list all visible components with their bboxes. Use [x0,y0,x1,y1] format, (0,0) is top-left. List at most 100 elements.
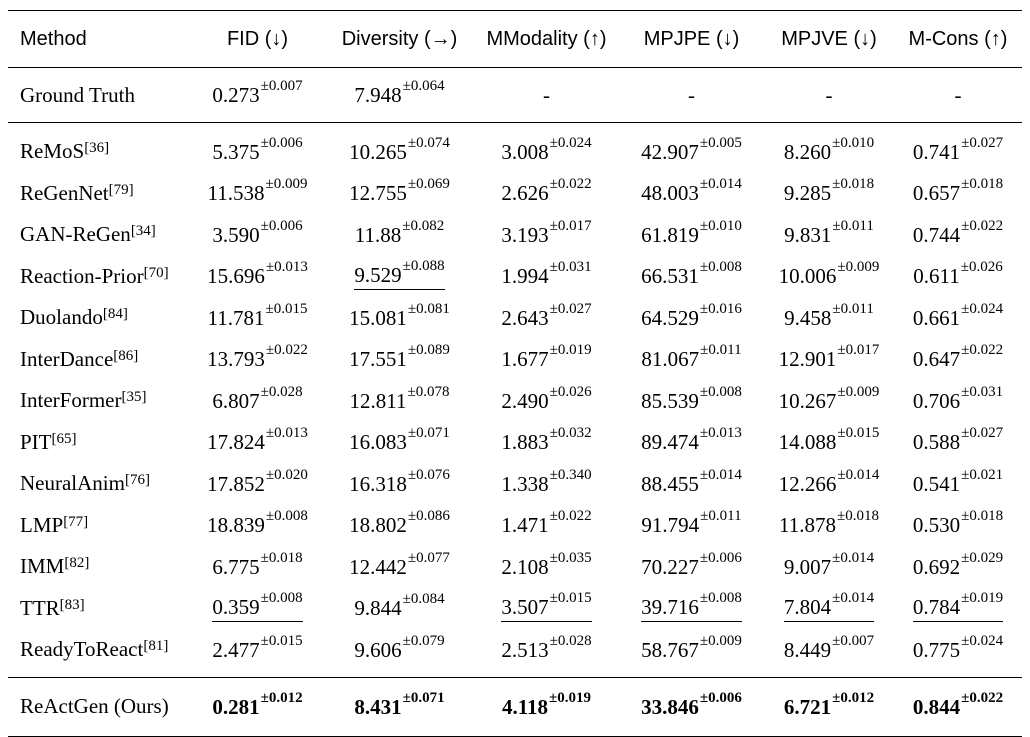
cell-m-cons: 0.588±0.027 [894,422,1022,464]
std-value: ±0.013 [265,425,308,442]
mean-value: 0.741 [912,139,961,164]
value: 14.088±0.015 [779,425,880,455]
mean-value: 0.844 [912,694,961,719]
value: 0.741±0.027 [912,135,1003,165]
cell-fid: 17.852±0.020 [190,463,325,505]
std-value: ±0.027 [961,425,1004,442]
std-value: ±0.024 [961,632,1004,649]
mean-value: 9.529 [354,263,402,288]
value: 1.994±0.031 [501,259,591,289]
cell-fid: 0.359±0.008 [190,588,325,630]
mean-value: 7.804 [783,595,832,620]
cell-mpjve: - [764,68,894,123]
method-label: IMM [20,554,65,579]
cell-mpjve: 6.721±0.012 [764,677,894,736]
cell-mmodality: 2.108±0.035 [474,546,619,588]
cell-mpjve: 14.088±0.015 [764,422,894,464]
std-value: ±0.017 [837,342,880,359]
method-label: PIT [20,429,52,454]
value: 91.794±0.011 [641,508,741,538]
mean-value: 2.643 [501,305,549,330]
mean-value: 0.775 [912,637,961,662]
value: 1.471±0.022 [501,508,591,538]
mean-value: 66.531 [641,264,699,289]
std-value: ±0.014 [832,590,875,607]
method-name: Ground Truth [8,68,190,123]
std-value: ±0.021 [961,466,1004,483]
cell-mmodality: 3.008±0.024 [474,123,619,173]
std-value: ±0.078 [407,383,450,400]
cell-mmodality: 2.626±0.022 [474,173,619,215]
std-value: ±0.011 [832,300,874,317]
cell-diversity: 9.606±0.079 [325,629,474,677]
std-value: ±0.018 [961,508,1004,525]
cell-m-cons: 0.706±0.031 [894,380,1022,422]
header-mmodality: MModality (↑) [486,27,607,50]
underlined-value: 39.716±0.008 [641,590,742,623]
citation-ref: [81] [143,638,169,655]
cell-mpjpe: 91.794±0.011 [619,505,764,547]
std-value: ±0.022 [961,217,1004,234]
mean-value: 0.784 [912,595,961,620]
value: 12.901±0.017 [779,342,880,372]
mean-value: 13.793 [207,347,265,372]
mean-value: 42.907 [641,139,699,164]
method-name: ReGenNet[79] [8,173,190,215]
cell-mpjpe: - [619,68,764,123]
mean-value: 10.267 [778,388,837,413]
mean-value: - [688,82,695,107]
underlined-value: 0.784±0.019 [912,590,1004,623]
std-value: ±0.011 [832,217,874,234]
std-value: ±0.084 [402,591,445,608]
value: 0.844±0.022 [912,690,1003,720]
cell-fid: 6.775±0.018 [190,546,325,588]
mean-value: 11.878 [779,513,836,538]
citation-ref: [86] [113,347,139,364]
cell-diversity: 17.551±0.089 [325,339,474,381]
value: 0.706±0.031 [913,384,1003,414]
citation-ref: [76] [124,472,150,489]
std-value: ±0.009 [837,259,880,276]
citation-ref: [84] [102,306,128,323]
method-name: TTR[83] [8,588,190,630]
mean-value: 11.88 [354,222,402,247]
std-value: ±0.032 [549,425,592,442]
cell-diversity: 7.948±0.064 [325,68,474,123]
mean-value: 9.844 [354,596,402,621]
mean-value: 58.767 [641,637,699,662]
value: 0.657±0.018 [913,176,1003,206]
std-value: ±0.031 [961,383,1004,400]
value: 6.807±0.028 [212,384,302,414]
value: 88.455±0.014 [641,467,742,497]
header-fid: FID (↓) [226,27,289,50]
value: - [688,83,695,108]
citation-ref: [35] [121,389,147,406]
method-name: IMM[82] [8,546,190,588]
mean-value: 64.529 [641,305,699,330]
std-value: ±0.009 [699,632,742,649]
value: 10.006±0.009 [778,259,880,289]
std-value: ±0.007 [260,78,303,94]
cell-mpjpe: 70.227±0.006 [619,546,764,588]
std-value: ±0.077 [407,549,450,566]
cell-diversity: 15.081±0.081 [325,297,474,339]
value: 1.883±0.032 [501,425,591,455]
value: 2.513±0.028 [501,633,591,663]
mean-value: 0.744 [912,222,961,247]
method-label: Reaction-Prior [20,263,144,288]
value: 48.003±0.014 [641,176,742,206]
mean-value: 9.458 [784,305,832,330]
cell-mpjve: 8.449±0.007 [764,629,894,677]
cell-m-cons: 0.541±0.021 [894,463,1022,505]
value: 89.474±0.013 [641,425,742,455]
value: 0.273±0.007 [212,78,302,108]
mean-value: 2.513 [501,637,549,662]
mean-value: 10.006 [778,264,837,289]
value: 0.661±0.024 [913,301,1003,331]
table-row: GAN-ReGen[34] 3.590±0.006 11.88±0.082 3.193… [8,214,1022,256]
header-mpjpe: MPJPE (↓) [643,27,740,50]
method-name: NeuralAnim[76] [8,463,190,505]
cell-diversity: 12.811±0.078 [325,380,474,422]
cell-mmodality: - [474,68,619,123]
std-value: ±0.015 [260,632,303,649]
